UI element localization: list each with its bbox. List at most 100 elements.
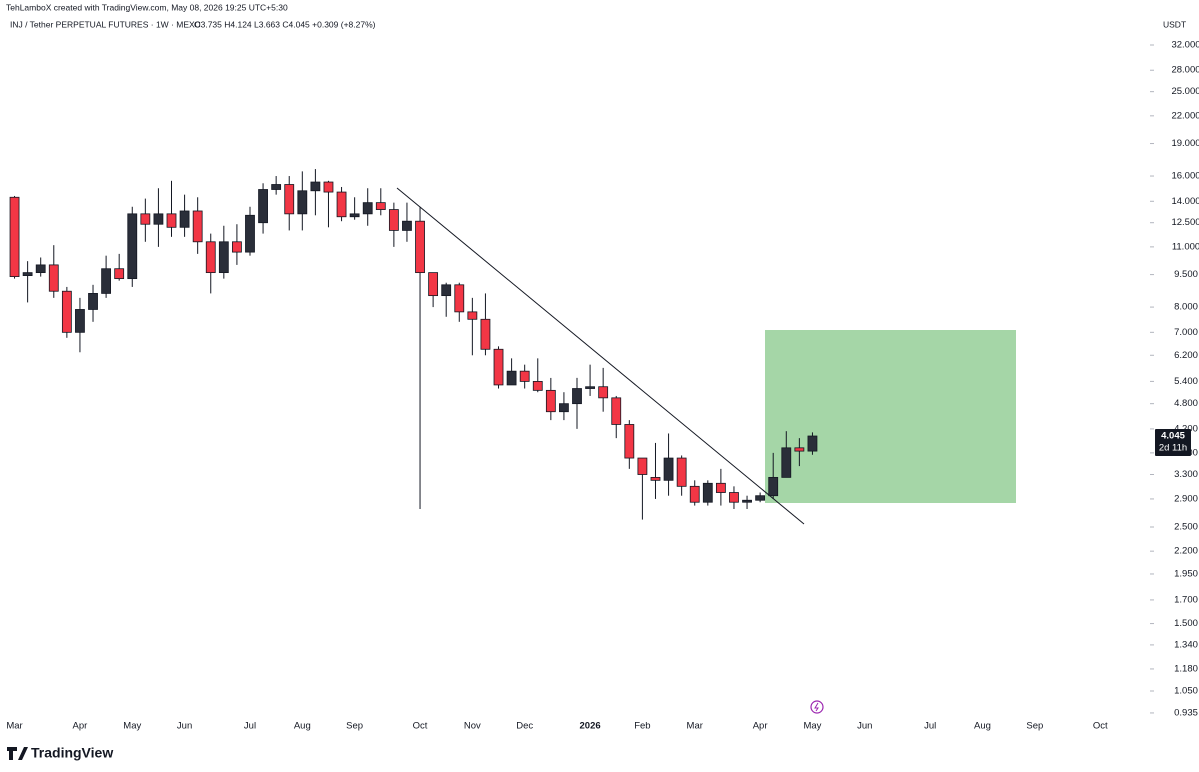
x-tick-label: Nov	[464, 721, 481, 732]
y-tick-label: 0.935	[1174, 707, 1198, 718]
candle-body	[545, 389, 556, 413]
last-price-label: 4.045	[1161, 431, 1185, 442]
y-tick-label: 2.900	[1174, 493, 1198, 504]
y-tick-label: 1.050	[1174, 686, 1198, 697]
y-tick-label: 1.340	[1174, 639, 1198, 650]
candle-body	[88, 293, 98, 310]
y-tick-label: 16.000	[1171, 171, 1199, 182]
x-tick-label: Mar	[6, 721, 22, 732]
y-tick-label: 1.700	[1174, 594, 1198, 605]
candle-body	[807, 435, 818, 452]
last-price-box	[1155, 429, 1191, 457]
y-tick-label: 8.000	[1174, 302, 1198, 313]
candle-body	[480, 318, 491, 350]
candle-body	[375, 202, 386, 210]
candle-body	[598, 386, 609, 399]
x-tick-label: May	[803, 721, 821, 732]
candle-body	[297, 190, 308, 215]
candle-body	[323, 181, 334, 193]
brand-logo: TradingView	[7, 745, 113, 761]
x-tick-label: Apr	[753, 721, 768, 732]
candle-body	[519, 370, 530, 382]
candle-body	[205, 241, 216, 274]
x-tick-label: Sep	[1026, 721, 1043, 732]
candle-body	[493, 348, 504, 386]
candle-body	[75, 309, 85, 333]
candle-body	[22, 272, 33, 276]
y-tick-label: 4.200	[1174, 423, 1198, 434]
event-icon-bolt	[814, 702, 819, 712]
candle-body	[768, 476, 779, 497]
candle-body	[624, 424, 635, 459]
trend-line	[396, 187, 805, 525]
candle-body	[415, 220, 425, 274]
candle-body	[637, 457, 648, 475]
candle-body	[362, 202, 373, 215]
candle-body	[101, 268, 112, 294]
brand-name: TradingView	[31, 745, 113, 761]
candle-body	[48, 264, 59, 292]
candle-body	[742, 499, 752, 503]
x-tick-label: Jun	[857, 721, 872, 732]
y-tick-label: 6.200	[1174, 350, 1198, 361]
countdown-label: 2d 11h	[1159, 443, 1187, 454]
y-tick-label: 32.000	[1171, 40, 1199, 51]
y-tick-label: 14.000	[1171, 196, 1199, 207]
candle-body	[663, 457, 674, 481]
candle-body	[153, 213, 164, 225]
candle-body	[310, 181, 321, 192]
candle-body	[454, 284, 465, 313]
x-tick-label: Oct	[1093, 721, 1108, 732]
x-tick-label: Jun	[177, 721, 192, 732]
x-tick-label: Dec	[516, 721, 533, 732]
candle-body	[232, 241, 242, 253]
candle-body	[532, 380, 543, 391]
event-icon[interactable]	[810, 700, 824, 714]
candle-body	[61, 290, 72, 333]
y-tick-label: 25.000	[1171, 86, 1199, 97]
candle-body	[166, 213, 177, 228]
logo-mark	[7, 747, 28, 760]
y-tick-label: 19.000	[1171, 138, 1199, 149]
candle-body	[611, 397, 622, 425]
x-tick-label: Aug	[974, 721, 991, 732]
candle-body	[349, 213, 360, 218]
symbol: INJ / Tether PERPETUAL FUTURES · 1W · ME…	[10, 19, 201, 29]
target-zone	[765, 330, 1016, 503]
x-tick-label: Mar	[687, 721, 703, 732]
candle-body	[9, 196, 20, 277]
candle-body	[702, 482, 713, 503]
candle-body	[572, 388, 582, 405]
currency: USDT	[1163, 19, 1186, 29]
candle-body	[559, 403, 569, 413]
candle-body	[794, 447, 805, 452]
y-tick-label: 12.500	[1171, 217, 1199, 228]
attribution: TehLamboX created with TradingView.com, …	[6, 2, 288, 12]
y-tick-label: 1.950	[1174, 568, 1198, 579]
y-tick-label: 1.180	[1174, 663, 1198, 674]
y-tick-label: 11.000	[1172, 241, 1199, 252]
x-tick-label: Oct	[413, 721, 428, 732]
candle-body	[715, 482, 726, 493]
y-tick-label: 5.400	[1174, 376, 1198, 387]
candle-body	[218, 241, 229, 274]
candle-body	[676, 457, 687, 487]
candle-body	[284, 184, 295, 215]
y-tick-label: 7.000	[1174, 327, 1198, 338]
candle-body	[127, 213, 138, 280]
candle-body	[781, 447, 792, 478]
candle-body	[179, 210, 190, 228]
x-tick-label: Jul	[924, 721, 936, 732]
candle-body	[650, 476, 661, 481]
candle-body	[271, 184, 282, 190]
y-tick-label: 3.300	[1174, 469, 1198, 480]
x-tick-label: Feb	[634, 721, 650, 732]
candle-body	[428, 272, 439, 297]
x-tick-label: Aug	[294, 721, 311, 732]
candle-body	[35, 264, 46, 274]
candle-body	[258, 189, 268, 224]
y-tick-label: 1.500	[1174, 618, 1198, 629]
x-tick-label: Apr	[73, 721, 88, 732]
